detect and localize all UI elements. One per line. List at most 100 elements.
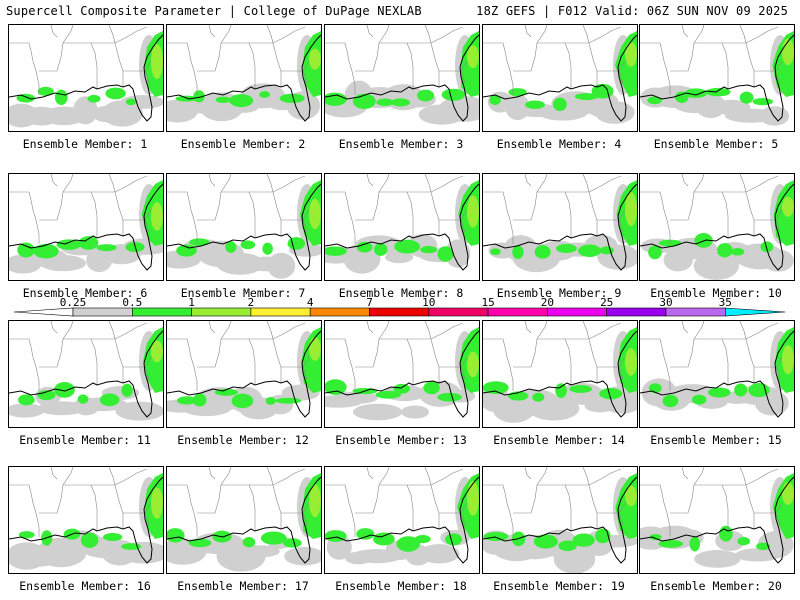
ensemble-member-map — [166, 320, 322, 428]
legend-color-segment — [309, 307, 370, 317]
ensemble-member-panel: Ensemble Member: 5 — [639, 24, 795, 151]
member-caption: Ensemble Member: 5 — [653, 137, 779, 151]
coastline — [483, 34, 637, 122]
legend-color-segment — [665, 307, 726, 317]
coastline — [325, 183, 479, 271]
ensemble-member-panel: Ensemble Member: 9 — [482, 173, 638, 300]
scp-field-light — [9, 477, 163, 570]
ensemble-member-panel: Ensemble Member: 10 — [639, 173, 795, 300]
member-caption: Ensemble Member: 12 — [177, 433, 309, 447]
legend-color-segment — [547, 307, 608, 317]
ensemble-member-panel: Ensemble Member: 7 — [166, 173, 322, 300]
color-scale-legend: 0.25 0.5 1 2 4 7 10 15 20 25 30 35 — [13, 296, 786, 317]
state-boundaries — [640, 25, 783, 95]
coastline — [640, 183, 794, 271]
coastline — [167, 183, 321, 271]
scp-field-lime — [309, 48, 321, 70]
ensemble-member-map — [482, 466, 638, 574]
legend-tick-label: 30 — [659, 296, 672, 309]
ensemble-member-map — [639, 24, 795, 132]
ensemble-member-panel: Ensemble Member: 18 — [324, 466, 480, 593]
scp-field-light — [640, 35, 790, 126]
state-boundaries — [9, 25, 152, 95]
scp-field-light — [167, 477, 321, 572]
scp-field-lime — [467, 480, 479, 516]
scp-field-lime — [782, 481, 794, 505]
legend-tick-label: 4 — [307, 296, 314, 309]
legend-tick-label: 15 — [481, 296, 494, 309]
ensemble-member-panel: Ensemble Member: 6 — [8, 173, 164, 300]
legend-tick-label: 0.25 — [60, 296, 87, 309]
ensemble-member-map — [324, 320, 480, 428]
legend-tick-label: 25 — [600, 296, 613, 309]
ensemble-member-map — [482, 24, 638, 132]
coastline — [9, 476, 163, 564]
state-boundaries — [483, 174, 626, 244]
coastline — [640, 476, 794, 564]
coastline — [483, 476, 637, 564]
scp-field-lime — [151, 487, 163, 519]
ensemble-member-map — [482, 320, 638, 428]
ensemble-member-map — [639, 173, 795, 281]
legend-tick-label: 7 — [366, 296, 373, 309]
state-boundaries — [9, 174, 152, 244]
coastline — [9, 34, 163, 122]
scp-field-lime — [467, 195, 479, 228]
ensemble-member-panel: Ensemble Member: 15 — [639, 320, 795, 447]
scp-field-lime — [467, 45, 479, 69]
ensemble-member-map — [639, 466, 795, 574]
member-caption: Ensemble Member: 4 — [496, 137, 622, 151]
legend-color-segment — [132, 307, 192, 317]
coastline — [9, 330, 163, 418]
legend-color-segment — [487, 307, 548, 317]
member-caption: Ensemble Member: 19 — [493, 579, 625, 593]
legend-tick-label: 10 — [422, 296, 435, 309]
ensemble-member-panel: Ensemble Member: 19 — [482, 466, 638, 593]
state-boundaries — [167, 321, 310, 391]
member-caption: Ensemble Member: 15 — [650, 433, 782, 447]
coastline — [483, 330, 637, 418]
member-caption: Ensemble Member: 18 — [335, 579, 467, 593]
member-caption: Ensemble Member: 20 — [650, 579, 782, 593]
scp-field-lime — [309, 484, 321, 518]
ensemble-member-map — [8, 466, 164, 574]
member-caption: Ensemble Member: 7 — [180, 286, 306, 300]
legend-right-arrow — [725, 307, 786, 317]
legend-tick-label: 2 — [248, 296, 255, 309]
ensemble-member-panel: Ensemble Member: 3 — [324, 24, 480, 151]
coastline — [640, 34, 794, 122]
legend-color-segment — [191, 307, 252, 317]
scp-field-lime — [782, 344, 794, 375]
member-caption: Ensemble Member: 3 — [338, 137, 464, 151]
coastline — [9, 183, 163, 271]
ensemble-member-map — [166, 173, 322, 281]
scp-field-lime — [309, 198, 321, 230]
state-boundaries — [167, 467, 310, 537]
state-boundaries — [325, 174, 468, 244]
state-boundaries — [167, 174, 310, 244]
member-caption: Ensemble Member: 13 — [335, 433, 467, 447]
member-caption: Ensemble Member: 14 — [493, 433, 625, 447]
ensemble-member-panel: Ensemble Member: 20 — [639, 466, 795, 593]
member-caption: Ensemble Member: 11 — [19, 433, 151, 447]
scp-field-light — [640, 184, 794, 280]
ensemble-member-panel: Ensemble Member: 17 — [166, 466, 322, 593]
state-boundaries — [640, 467, 783, 537]
state-boundaries — [325, 467, 468, 537]
legend-color-segment — [72, 307, 133, 317]
scp-field-light — [167, 184, 321, 279]
coastline — [325, 34, 479, 122]
legend-tick-label: 1 — [188, 296, 195, 309]
legend-tick-label: 0.5 — [122, 296, 142, 309]
scp-field-lime — [625, 192, 637, 227]
scp-field-lime — [625, 348, 637, 376]
state-boundaries — [483, 321, 626, 391]
member-caption: Ensemble Member: 10 — [650, 286, 782, 300]
scp-field-light — [325, 331, 476, 421]
member-caption: Ensemble Member: 1 — [22, 137, 148, 151]
ensemble-member-panel: Ensemble Member: 4 — [482, 24, 638, 151]
member-caption: Ensemble Member: 8 — [338, 286, 464, 300]
member-caption: Ensemble Member: 9 — [496, 286, 622, 300]
ensemble-member-panel: Ensemble Member: 14 — [482, 320, 638, 447]
